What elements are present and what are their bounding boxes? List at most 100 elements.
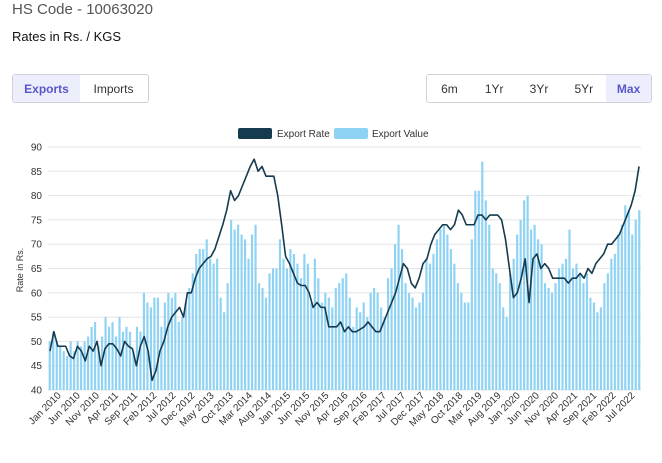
export-value-bar xyxy=(167,292,170,390)
export-value-bar xyxy=(613,253,616,390)
export-value-bar xyxy=(345,273,348,390)
export-value-bar xyxy=(184,302,187,390)
export-value-bar xyxy=(244,239,247,390)
range-1yr-button[interactable]: 1Yr xyxy=(484,81,504,96)
export-value-bar xyxy=(341,278,344,390)
export-value-bar xyxy=(509,273,512,390)
export-value-bar xyxy=(285,268,289,390)
export-value-bar xyxy=(52,331,55,390)
export-value-bar xyxy=(550,292,554,390)
export-value-bar xyxy=(404,283,407,390)
export-value-bar xyxy=(107,326,111,390)
rate-chart: Export Rate Export Value 40 45 50 55 60 65 70 7… xyxy=(15,128,641,429)
export-value-bar xyxy=(456,283,459,390)
export-value-bar xyxy=(264,297,268,390)
export-value-bar xyxy=(599,307,602,390)
y-tick-label: 70 xyxy=(31,240,43,251)
export-value-bar xyxy=(62,351,65,390)
y-tick-label: 80 xyxy=(31,191,43,202)
export-value-bar xyxy=(554,283,557,390)
export-value-bar xyxy=(627,210,630,390)
export-value-bar xyxy=(571,268,575,390)
range-5yr-button[interactable]: 5Yr xyxy=(574,81,594,96)
export-value-bar xyxy=(128,331,132,390)
export-value-bar xyxy=(299,278,302,390)
export-value-bar xyxy=(557,268,561,390)
range-max-button[interactable]: Max xyxy=(606,75,651,102)
export-value-bar xyxy=(352,326,355,390)
export-value-bar xyxy=(523,200,526,390)
export-value-bar xyxy=(620,224,623,390)
chart-legend: Export Rate Export Value xyxy=(238,128,429,140)
export-value-bar xyxy=(575,263,578,390)
export-value-bar xyxy=(73,351,76,390)
y-axis-label: Rate in Rs. xyxy=(15,248,25,293)
export-value-bar xyxy=(610,258,613,390)
export-value-bar xyxy=(292,253,296,390)
legend-label-export-value: Export Value xyxy=(372,129,429,140)
export-value-bar xyxy=(80,346,83,390)
export-value-bar xyxy=(125,326,128,390)
export-value-bar xyxy=(446,234,449,390)
export-value-bar xyxy=(174,292,177,390)
export-value-bar xyxy=(216,258,219,390)
export-value-bar xyxy=(488,224,491,390)
export-value-bar xyxy=(543,283,547,390)
export-value-bar xyxy=(362,302,365,390)
export-value-bar xyxy=(540,244,543,390)
export-value-bar xyxy=(160,326,163,390)
export-value-bar xyxy=(564,258,568,390)
export-value-bar xyxy=(435,239,439,390)
export-value-bar xyxy=(331,307,334,390)
export-value-bar xyxy=(153,297,156,390)
export-value-bar xyxy=(156,297,159,390)
export-value-bar xyxy=(495,273,498,390)
range-6m-button[interactable]: 6m xyxy=(441,81,458,96)
range-3yr-button[interactable]: 3Yr xyxy=(529,81,549,96)
export-value-bar xyxy=(449,249,452,390)
export-value-bar xyxy=(104,317,107,390)
export-value-bar xyxy=(209,258,212,390)
export-value-bar xyxy=(561,263,564,390)
export-value-bar xyxy=(202,249,205,390)
legend-swatch-export-rate xyxy=(238,128,272,139)
export-value-bar xyxy=(55,341,58,390)
y-tick-label: 40 xyxy=(31,386,43,397)
export-value-bar xyxy=(121,331,125,390)
export-value-bar xyxy=(320,302,323,390)
export-value-bar xyxy=(149,307,152,390)
export-value-bar xyxy=(533,224,536,390)
imports-tab[interactable]: Imports xyxy=(93,81,134,96)
export-value-bar xyxy=(278,239,282,390)
export-value-bar xyxy=(390,268,393,390)
export-value-bar xyxy=(111,321,114,390)
legend-label-export-rate: Export Rate xyxy=(277,129,330,140)
export-value-bar xyxy=(428,263,432,390)
export-value-bar xyxy=(289,249,292,390)
export-value-bar xyxy=(453,263,456,390)
export-value-bar xyxy=(498,283,501,390)
export-value-bar xyxy=(170,297,173,390)
exports-tab[interactable]: Exports xyxy=(13,75,80,102)
export-value-bar xyxy=(212,263,215,390)
export-value-bar xyxy=(460,292,463,390)
export-value-bar xyxy=(481,161,484,390)
y-tick-label: 85 xyxy=(31,167,43,178)
export-value-bar xyxy=(310,302,313,390)
export-value-bar xyxy=(268,273,271,390)
export-value-bar xyxy=(411,297,414,390)
export-value-bar xyxy=(97,346,100,390)
export-value-bar xyxy=(83,341,86,390)
export-value-bar xyxy=(606,273,609,390)
export-value-bar xyxy=(568,229,571,390)
export-value-bar xyxy=(530,229,533,390)
export-value-bar xyxy=(442,224,445,390)
export-value-bar xyxy=(69,341,72,390)
export-value-bar xyxy=(334,287,337,390)
y-tick-label: 90 xyxy=(31,143,43,154)
export-value-bar xyxy=(463,302,466,390)
export-value-bar xyxy=(223,312,226,390)
export-value-bar xyxy=(373,287,376,390)
export-value-bar xyxy=(376,292,379,390)
